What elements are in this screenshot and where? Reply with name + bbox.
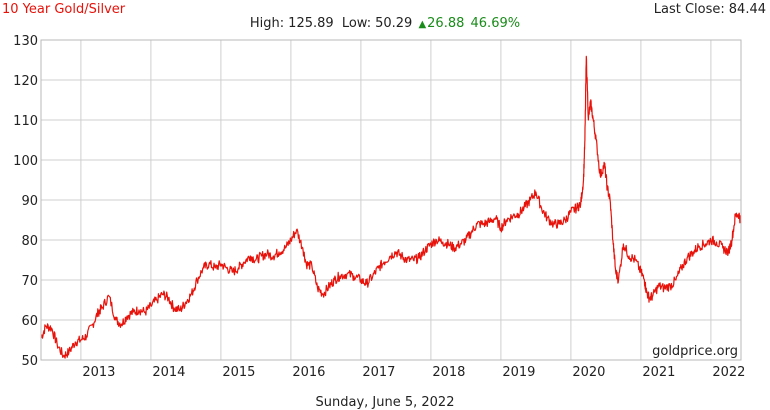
grid xyxy=(41,39,741,361)
y-tick-label: 60 xyxy=(21,314,38,329)
watermark: goldprice.org xyxy=(650,344,740,359)
low-value: 50.29 xyxy=(375,16,413,31)
last-close-value: 84.44 xyxy=(728,2,766,17)
footer-date: Sunday, June 5, 2022 xyxy=(315,395,455,410)
x-axis-tick-labels: 2013 2014 2015 2016 2017 2018 2019 2020 2021 2022 xyxy=(82,365,745,380)
change-percent: 46.69% xyxy=(470,16,521,31)
x-tick-label: 2015 xyxy=(222,365,255,380)
low-label: Low: xyxy=(341,16,372,31)
x-tick-label: 2014 xyxy=(152,365,185,380)
y-tick-label: 110 xyxy=(13,114,38,129)
plot-frame xyxy=(40,39,742,361)
x-tick-label: 2019 xyxy=(502,365,535,380)
high-label: High: xyxy=(249,16,285,31)
last-close: Last Close: 84.44 xyxy=(654,2,766,17)
x-tick-label: 2013 xyxy=(82,365,115,380)
last-close-label: Last Close: xyxy=(653,2,725,17)
y-tick-label: 50 xyxy=(21,354,38,369)
x-tick-label: 2020 xyxy=(572,365,605,380)
x-tick-label: 2018 xyxy=(432,365,465,380)
x-tick-label: 2021 xyxy=(642,365,675,380)
y-tick-label: 70 xyxy=(21,274,38,289)
x-tick-label: 2022 xyxy=(712,365,745,380)
x-tick-label: 2017 xyxy=(362,365,395,380)
y-axis-tick-labels: 50 60 70 80 90 100 110 120 130 xyxy=(13,34,38,369)
y-tick-label: 120 xyxy=(13,74,38,89)
change-value: 26.88 xyxy=(427,16,465,31)
stats-bar: High: 125.89 Low: 50.29 ▲26.88 46.69% xyxy=(0,16,770,31)
y-tick-label: 130 xyxy=(13,34,38,49)
x-tick-label: 2016 xyxy=(292,365,325,380)
y-tick-label: 90 xyxy=(21,194,38,209)
up-arrow-icon: ▲ xyxy=(418,19,427,30)
chart-title: 10 Year Gold/Silver xyxy=(2,2,126,17)
y-tick-label: 80 xyxy=(21,234,38,249)
y-tick-label: 100 xyxy=(13,154,38,169)
ratio-series-line xyxy=(40,55,742,359)
high-value: 125.89 xyxy=(288,16,334,31)
